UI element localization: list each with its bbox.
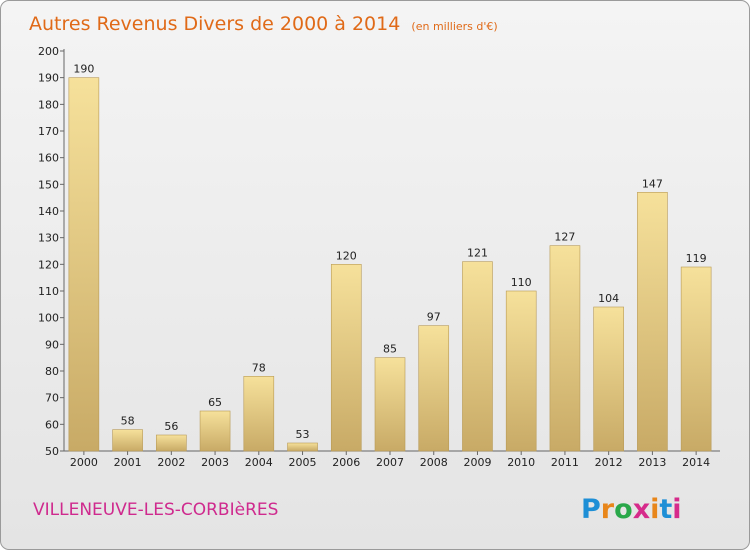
bar-2005	[287, 442, 318, 452]
chart-axes: 50 60 70 80 90 100 110 120 130 140 150 160 170 180 190…	[38, 45, 720, 469]
x-tick-label-2012: 2012	[595, 456, 623, 469]
y-tick-label: 180	[38, 98, 59, 111]
x-tick-label-2002: 2002	[157, 456, 185, 469]
y-tick-label: 130	[38, 232, 59, 245]
logo-letter: r	[601, 494, 615, 525]
bar-2007	[374, 357, 406, 452]
data-label-2007: 85	[383, 343, 397, 356]
logo-letter: i	[672, 494, 681, 525]
y-tick-label: 80	[45, 365, 59, 378]
x-tick-label-2004: 2004	[245, 456, 273, 469]
data-label-2000: 190	[73, 63, 94, 76]
bar-2000	[68, 77, 100, 452]
chart-title: Autres Revenus Divers de 2000 à 2014 (en…	[29, 13, 498, 35]
x-tick-label-2006: 2006	[332, 456, 360, 469]
bar-2013	[637, 192, 668, 452]
y-tick-label: 160	[38, 152, 59, 165]
x-tick-label-2007: 2007	[376, 456, 404, 469]
data-label-2004: 78	[252, 361, 266, 374]
bar-2009	[462, 261, 493, 452]
x-tick-label-2003: 2003	[201, 456, 229, 469]
data-label-2009: 121	[467, 247, 488, 260]
logo-letter: t	[659, 494, 672, 525]
y-tick-label: 110	[38, 285, 59, 298]
data-label-2005: 53	[296, 428, 310, 441]
x-tick-label-2010: 2010	[507, 456, 535, 469]
bar-2008	[418, 325, 450, 452]
bar-2001	[112, 429, 143, 452]
y-tick-label: 50	[45, 445, 59, 458]
x-tick-label-2014: 2014	[682, 456, 710, 469]
commune-name: VILLENEUVE-LES-CORBIèRES	[33, 500, 278, 520]
x-tick-label-2013: 2013	[638, 456, 666, 469]
y-tick-label: 200	[38, 45, 59, 58]
bar-2014	[680, 266, 712, 452]
logo-letter: i	[650, 494, 659, 525]
y-tick-label: 60	[45, 418, 59, 431]
data-label-2011: 127	[554, 231, 575, 244]
y-tick-label: 150	[38, 178, 59, 191]
y-tick-label: 70	[45, 392, 59, 405]
x-tick-label-2009: 2009	[463, 456, 491, 469]
x-tick-label-2005: 2005	[289, 456, 317, 469]
data-label-2012: 104	[598, 292, 619, 305]
proxiti-logo: Proxiti	[581, 494, 682, 525]
y-tick-label: 140	[38, 205, 59, 218]
y-tick-label: 190	[38, 72, 59, 85]
logo-letter: o	[614, 494, 633, 525]
data-label-2010: 110	[511, 276, 532, 289]
chart-bars: 190 58 56 65 78 53 120 85 97 121 110 127 104 147 119	[68, 63, 712, 452]
data-label-2002: 56	[164, 420, 178, 433]
logo-letter: P	[581, 494, 601, 525]
data-label-2008: 97	[427, 311, 441, 324]
y-tick-label: 120	[38, 258, 59, 271]
bar-2002	[156, 434, 187, 452]
y-tick-label: 90	[45, 338, 59, 351]
x-tick-label-2000: 2000	[70, 456, 98, 469]
data-label-2013: 147	[642, 177, 663, 190]
bar-2006	[330, 264, 362, 452]
x-tick-label-2011: 2011	[551, 456, 579, 469]
data-label-2003: 65	[208, 396, 222, 409]
x-tick-label-2001: 2001	[114, 456, 142, 469]
logo-letter: x	[633, 494, 650, 525]
bar-2012	[593, 306, 624, 452]
bar-2010	[505, 290, 537, 452]
proxiti-logo-text: Proxiti	[581, 494, 682, 525]
x-tick-label-2008: 2008	[420, 456, 448, 469]
data-label-2006: 120	[336, 249, 357, 262]
chart-title-unit: (en milliers d'€)	[411, 20, 497, 33]
bar-2011	[549, 245, 581, 452]
bar-2004	[243, 376, 275, 452]
data-label-2001: 58	[121, 415, 135, 428]
chart-title-main: Autres Revenus Divers de 2000 à 2014	[29, 13, 400, 35]
bar-2003	[199, 410, 231, 452]
y-tick-label: 100	[38, 312, 59, 325]
data-label-2014: 119	[686, 252, 707, 265]
y-tick-label: 170	[38, 125, 59, 138]
